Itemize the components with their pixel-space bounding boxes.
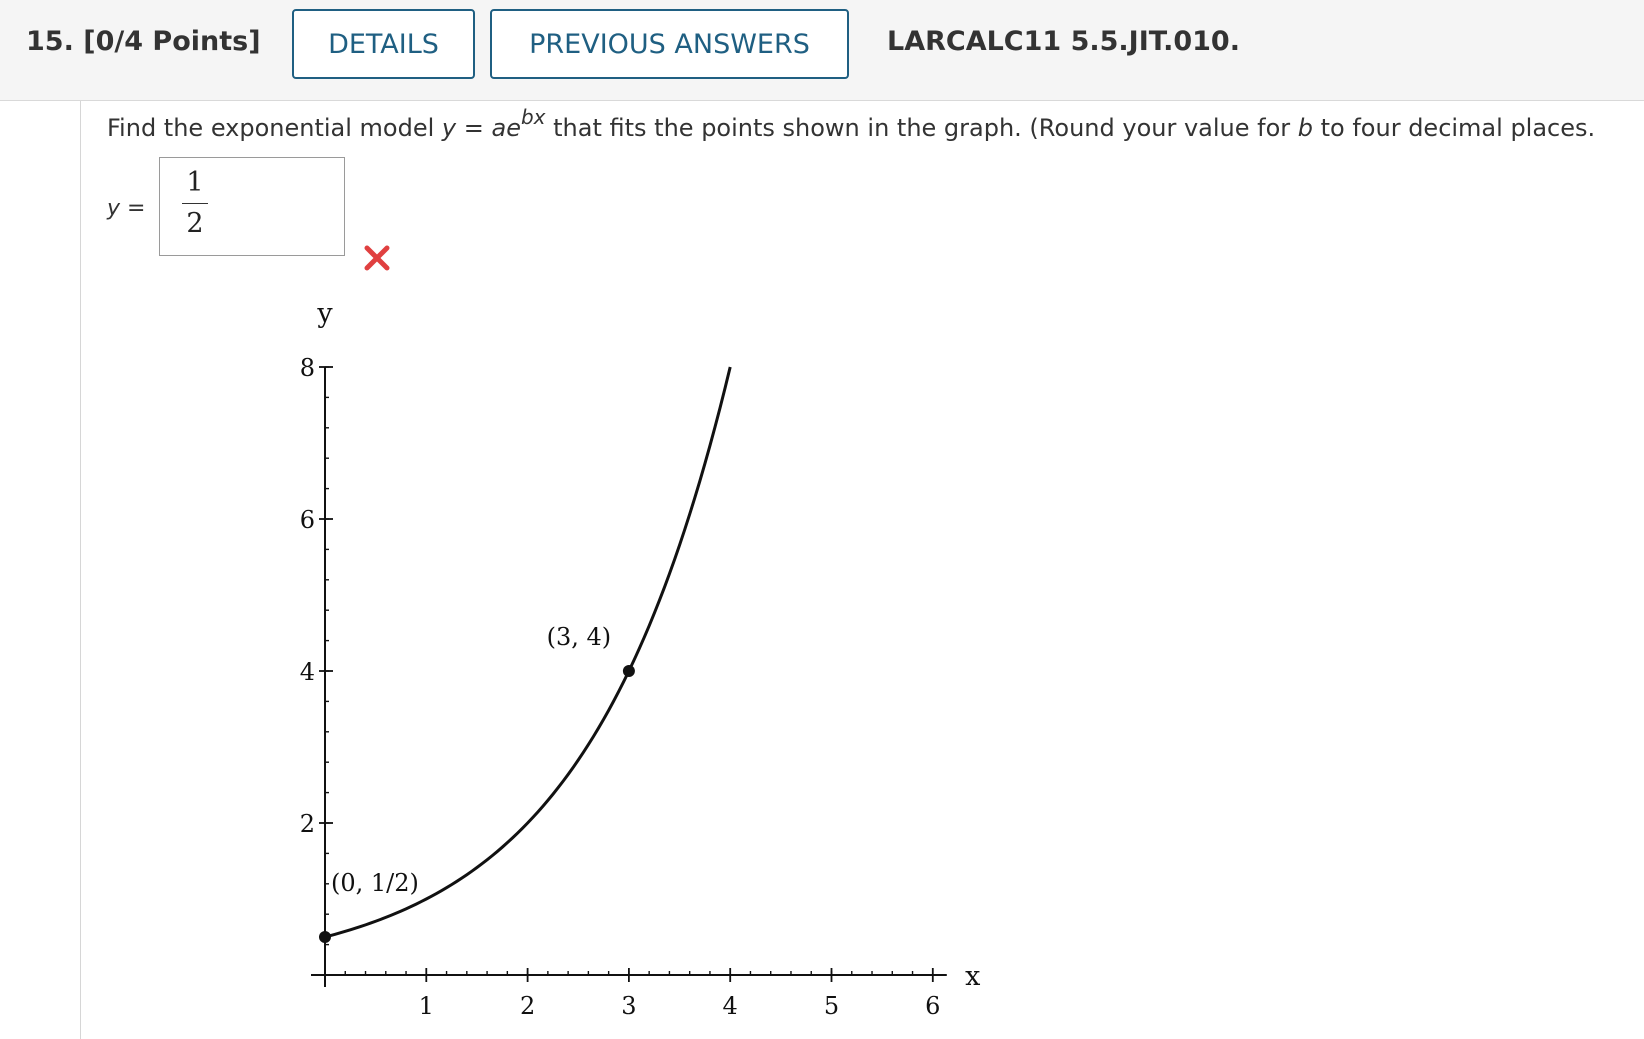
question-number: 15. xyxy=(26,26,74,57)
question-points: [0/4 Points] xyxy=(83,26,261,57)
question-header: 15. [0/4 Points] DETAILS PREVIOUS ANSWER… xyxy=(0,0,1644,101)
x-tick-label: 4 xyxy=(723,992,738,1020)
model-lhs: y xyxy=(441,114,457,142)
fraction-numerator: 1 xyxy=(186,167,204,198)
data-point xyxy=(319,931,331,943)
b-variable: b xyxy=(1297,114,1313,142)
x-tick-label: 3 xyxy=(621,992,636,1020)
model-exponent: bx xyxy=(520,105,546,129)
question-suffix: to four decimal places. xyxy=(1313,114,1596,142)
y-tick-label: 4 xyxy=(300,658,315,686)
previous-answers-button[interactable]: PREVIOUS ANSWERS xyxy=(490,9,849,79)
answer-label-eq: = xyxy=(120,196,146,221)
question-middle: that fits the points shown in the graph.… xyxy=(545,114,1298,142)
question-prefix: Find the exponential model xyxy=(107,114,442,142)
x-tick-label: 5 xyxy=(824,992,839,1020)
incorrect-x-icon xyxy=(364,245,390,271)
question-text: Find the exponential model y = aebx that… xyxy=(107,105,1596,142)
fraction-denominator: 2 xyxy=(186,208,204,239)
assignment-code: LARCALC11 5.5.JIT.010. xyxy=(887,26,1240,57)
question-title: 15. [0/4 Points] xyxy=(26,26,261,57)
exponential-graph: 1 2 3 4 5 6 2 4 6 8 x y (0, 1/2) (3, 4) xyxy=(300,298,981,1020)
point-label: (0, 1/2) xyxy=(331,869,419,897)
y-tick-label: 2 xyxy=(300,810,315,838)
fraction-bar xyxy=(182,203,208,204)
answer-label: y = xyxy=(107,196,145,221)
content-divider xyxy=(80,101,81,1039)
x-tick-label: 6 xyxy=(925,992,940,1020)
y-tick-label: 8 xyxy=(300,354,315,382)
data-point xyxy=(622,665,635,677)
answer-fraction: 1 2 xyxy=(182,166,208,241)
y-axis-label: y xyxy=(316,298,333,329)
x-tick-label: 1 xyxy=(419,992,434,1020)
details-button[interactable]: DETAILS xyxy=(292,9,475,79)
y-tick-label: 6 xyxy=(300,506,315,534)
exponential-curve xyxy=(324,366,732,939)
model-equals: = xyxy=(456,114,492,142)
point-label: (3, 4) xyxy=(547,623,612,651)
x-axis-label: x xyxy=(965,961,980,992)
x-tick-label: 2 xyxy=(520,992,535,1020)
answer-label-var: y xyxy=(107,196,121,221)
answer-input[interactable]: 1 2 xyxy=(159,157,345,256)
model-base: ae xyxy=(491,114,521,142)
